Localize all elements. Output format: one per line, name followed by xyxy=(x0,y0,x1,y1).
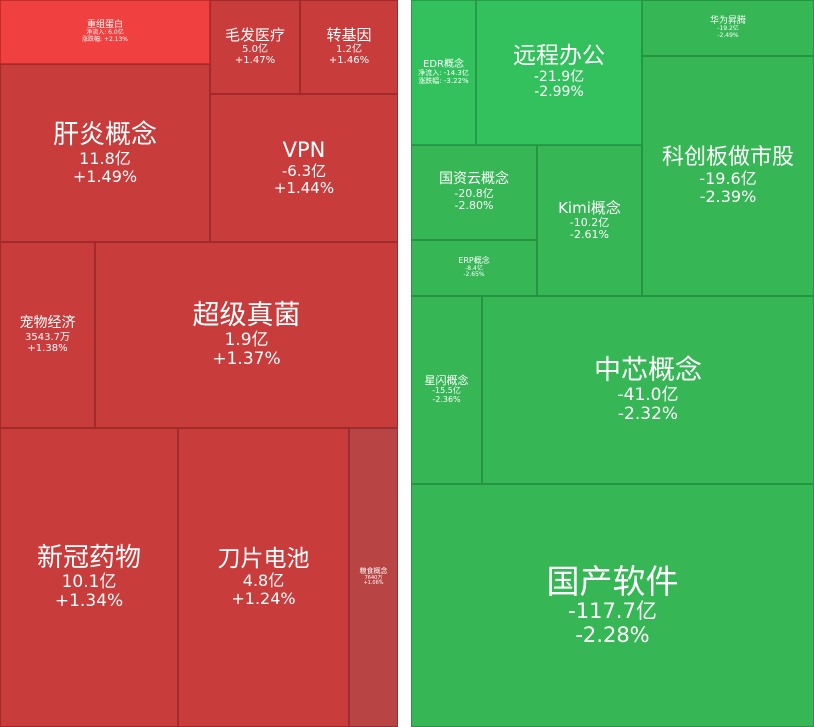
tile-name: VPN xyxy=(282,138,326,163)
tile-net-inflow: -6.3亿 xyxy=(281,161,327,180)
treemap-tile[interactable]: 重组蛋白 净流入: 6.0亿 涨跌幅: +2.13% xyxy=(0,0,210,64)
tile-net-inflow: 1.9亿 xyxy=(224,330,269,351)
treemap-tile[interactable]: 毛发医疗 5.0亿 +1.47% xyxy=(210,0,300,94)
treemap-tile[interactable]: 国资云概念 -20.8亿 -2.80% xyxy=(411,145,537,240)
tile-change-percent: +1.44% xyxy=(273,178,335,197)
treemap-tile[interactable]: 国产软件 -117.7亿 -2.28% xyxy=(411,484,814,727)
tile-name: 超级真菌 xyxy=(192,299,301,331)
tile-change-percent: -2.39% xyxy=(699,187,757,207)
treemap-tile[interactable]: 转基因 1.2亿 +1.46% xyxy=(300,0,398,94)
tile-change-percent: +1.34% xyxy=(54,591,124,612)
tile-name: 刀片电池 xyxy=(217,545,310,572)
tile-net-inflow: -20.8亿 xyxy=(454,187,494,201)
tile-net-inflow: -15.5亿 xyxy=(432,386,461,396)
treemap-tile[interactable]: EDR概念 净流入: -14.3亿 涨跌幅: -3.22% xyxy=(411,0,476,145)
treemap-tile[interactable]: VPN -6.3亿 +1.44% xyxy=(210,94,398,242)
tile-net-inflow: -41.0亿 xyxy=(617,385,679,406)
tile-name: 宠物经济 xyxy=(19,314,76,331)
tile-change-percent: +1.38% xyxy=(27,342,68,354)
tile-net-inflow: -21.9亿 xyxy=(533,68,585,85)
tile-net-inflow: -117.7亿 xyxy=(568,599,657,624)
tile-name: 国资云概念 xyxy=(439,171,509,188)
tile-name: Kimi概念 xyxy=(558,198,621,217)
tile-change-percent: -2.49% xyxy=(717,32,739,40)
tile-net-inflow: 7640万 xyxy=(364,574,383,581)
treemap-tile[interactable]: 科创板做市股 -19.6亿 -2.39% xyxy=(642,56,814,296)
tile-name: 科创板做市股 xyxy=(661,144,794,170)
tile-net-inflow: -8.4亿 xyxy=(465,264,483,272)
tile-change-percent: -2.80% xyxy=(454,199,494,213)
tile-net-inflow: -19.2亿 xyxy=(717,25,739,33)
tile-name: 星闪概念 xyxy=(424,373,469,387)
tile-name: ERP概念 xyxy=(458,255,490,265)
tile-net-inflow: 5.0亿 xyxy=(242,44,268,56)
tile-name: 毛发医疗 xyxy=(224,26,285,45)
treemap-tile[interactable]: 超级真菌 1.9亿 +1.37% xyxy=(95,242,398,428)
tile-change-percent: -2.36% xyxy=(432,395,461,405)
tile-change-percent: +1.37% xyxy=(212,349,281,370)
treemap-rising-sectors: 重组蛋白 净流入: 6.0亿 涨跌幅: +2.13% 毛发医疗 5.0亿 +1.47% 转基… xyxy=(0,0,398,727)
treemap-tile[interactable]: 华为昇腾 -19.2亿 -2.49% xyxy=(642,0,814,56)
tile-name: 粮食概念 xyxy=(359,566,388,575)
tile-change-percent: 涨跌幅: -3.22% xyxy=(418,77,469,86)
tile-name: 国产软件 xyxy=(546,561,679,601)
tile-change-percent: -2.99% xyxy=(534,84,584,101)
tile-change-percent: -2.61% xyxy=(570,227,609,241)
treemap-falling-sectors: EDR概念 净流入: -14.3亿 涨跌幅: -3.22% 远程办公 -21.9亿 -2.… xyxy=(411,0,814,727)
treemap-tile[interactable]: Kimi概念 -10.2亿 -2.61% xyxy=(537,145,642,296)
tile-change-percent: +1.46% xyxy=(328,55,370,67)
tile-net-inflow: 10.1亿 xyxy=(61,572,117,593)
tile-name: 新冠药物 xyxy=(36,542,141,573)
tile-name: 肝炎概念 xyxy=(52,119,157,150)
treemap-tile[interactable]: 粮食概念 7640万 +1.06% xyxy=(349,428,398,727)
tile-net-inflow: 11.8亿 xyxy=(79,148,131,168)
tile-net-inflow: 净流入: -14.3亿 xyxy=(418,69,469,78)
tile-net-inflow: 1.2亿 xyxy=(336,44,362,56)
tile-change-percent: -2.65% xyxy=(463,271,485,279)
tile-change-percent: -2.32% xyxy=(617,404,679,425)
tile-net-inflow: 4.8亿 xyxy=(242,571,285,591)
tile-name: EDR概念 xyxy=(423,59,464,71)
tile-name: 华为昇腾 xyxy=(709,16,746,27)
tile-change-percent: +1.47% xyxy=(234,55,276,67)
treemap-tile[interactable]: 星闪概念 -15.5亿 -2.36% xyxy=(411,296,482,484)
tile-change-percent: +1.06% xyxy=(363,580,384,587)
tile-name: 远程办公 xyxy=(513,42,605,69)
tile-net-inflow: -19.6亿 xyxy=(699,169,757,189)
tile-net-inflow: 3543.7万 xyxy=(25,331,70,343)
treemap-tile[interactable]: 新冠药物 10.1亿 +1.34% xyxy=(0,428,178,727)
tile-change-percent: -2.28% xyxy=(575,622,650,647)
tile-name: 转基因 xyxy=(326,26,372,45)
treemap-tile[interactable]: 刀片电池 4.8亿 +1.24% xyxy=(178,428,349,727)
treemap-tile[interactable]: ERP概念 -8.4亿 -2.65% xyxy=(411,240,537,296)
tile-change-percent: +1.49% xyxy=(72,166,138,186)
tile-name: 中芯概念 xyxy=(594,354,702,386)
treemap-tile[interactable]: 远程办公 -21.9亿 -2.99% xyxy=(476,0,642,145)
tile-net-inflow: 净流入: 6.0亿 xyxy=(86,29,124,37)
treemap-tile[interactable]: 肝炎概念 11.8亿 +1.49% xyxy=(0,64,210,242)
treemap-tile[interactable]: 宠物经济 3543.7万 +1.38% xyxy=(0,242,95,428)
tile-net-inflow: -10.2亿 xyxy=(569,215,610,229)
tile-change-percent: +1.24% xyxy=(231,589,296,609)
tile-name: 重组蛋白 xyxy=(86,20,123,31)
tile-change-percent: 涨跌幅: +2.13% xyxy=(81,36,129,44)
treemap-tile[interactable]: 中芯概念 -41.0亿 -2.32% xyxy=(482,296,814,484)
